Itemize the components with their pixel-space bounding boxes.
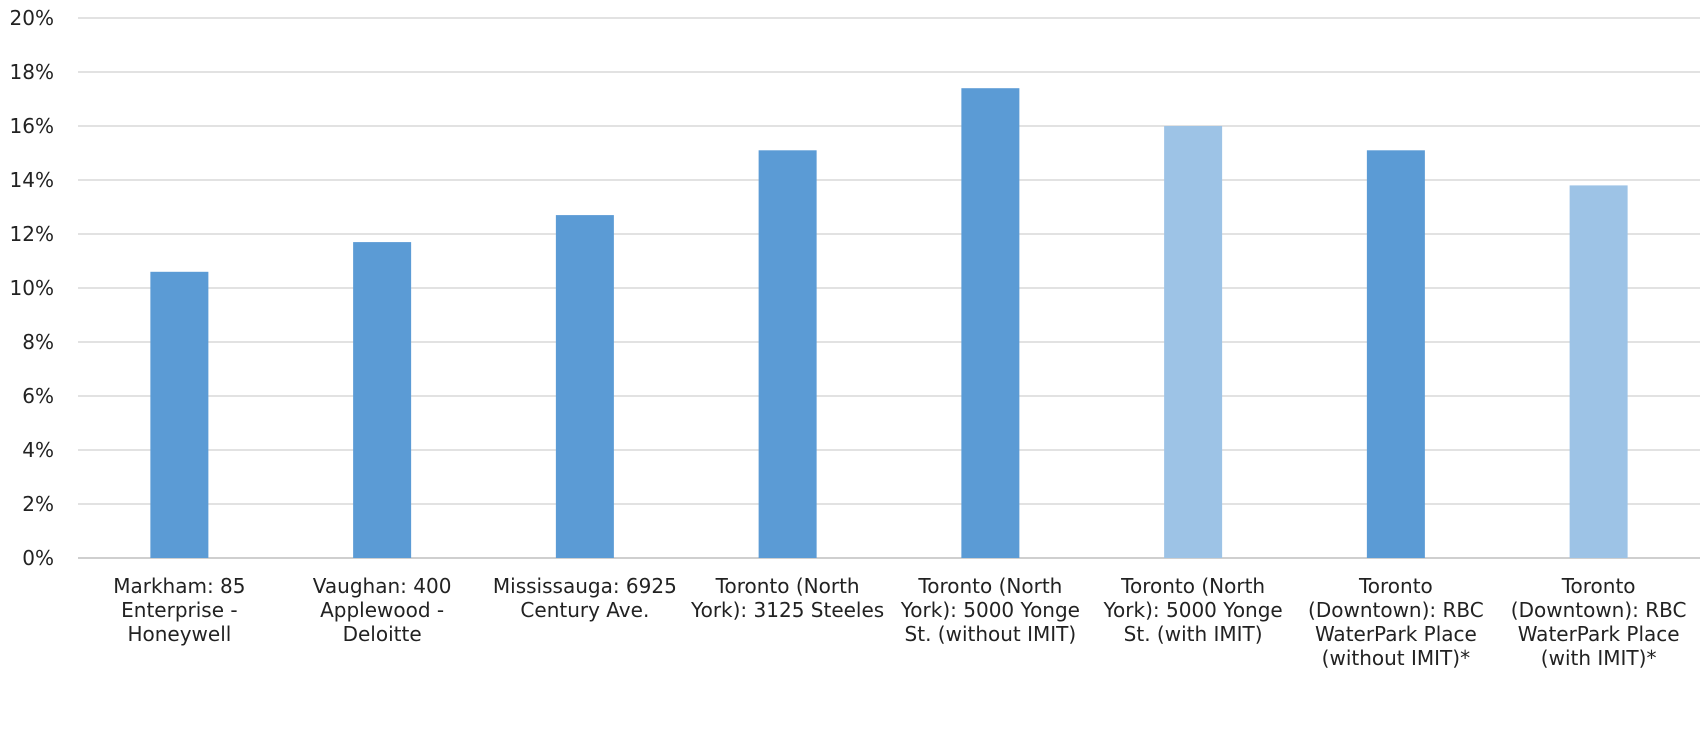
x-category-label-line: Vaughan: 400 (313, 574, 452, 598)
x-category-label-line: Honeywell (127, 622, 231, 646)
x-category-label: Toronto (North York): 5000 Yonge St. (with… (900, 574, 1080, 646)
y-tick-label: 8% (22, 330, 54, 354)
x-category-label-line: WaterPark Place (1315, 622, 1477, 646)
y-tick-label: 20% (10, 6, 54, 30)
x-category-label-line: Toronto (1561, 574, 1636, 598)
x-category-label-line: Toronto (North (715, 574, 860, 598)
x-category-label-line: Toronto (North (917, 574, 1062, 598)
y-tick-label: 16% (10, 114, 54, 138)
y-tick-label: 12% (10, 222, 54, 246)
bar (353, 242, 412, 558)
y-tick-label: 6% (22, 384, 54, 408)
bar (1164, 126, 1223, 558)
y-axis-ticks: 0% 2% 4% 6% 8% 10% 12% 14% 16% 18% 20% (10, 6, 54, 570)
y-tick-label: 10% (10, 276, 54, 300)
grid-layer (78, 17, 1700, 559)
x-category-label-line: Mississauga: 6925 (493, 574, 677, 598)
x-category-label: Vaughan: 400 Applewood -Deloitte (313, 574, 452, 646)
x-category-label: Mississauga: 6925 Century Ave. (493, 574, 677, 622)
bar (1366, 150, 1425, 559)
x-category-label-line: Century Ave. (520, 598, 649, 622)
x-category-label-line: Applewood - (320, 598, 444, 622)
x-category-label-line: (Downtown): RBC (1511, 598, 1687, 622)
x-axis-labels: Markham: 85 Enterprise -Honeywell Vaughan:… (113, 574, 1686, 670)
bar (961, 88, 1020, 558)
x-category-label: Toronto (North York): 3125 Steeles (690, 574, 884, 622)
x-category-label: Toronto (Downtown): RBC WaterPark Place (wi… (1511, 574, 1687, 670)
y-tick-label: 2% (22, 492, 54, 516)
x-category-label-line: (Downtown): RBC (1308, 598, 1484, 622)
bars (150, 88, 1628, 559)
x-category-label-line: (with IMIT)* (1541, 646, 1657, 670)
x-category-label-line: York): 5000 Yonge (1103, 598, 1283, 622)
x-category-label-line: Enterprise - (121, 598, 237, 622)
x-category-label-line: York): 5000 Yonge (900, 598, 1080, 622)
x-category-label: Toronto (North York): 5000 Yonge St. (with… (1103, 574, 1283, 646)
y-tick-label: 18% (10, 60, 54, 84)
x-category-label-line: St. (with IMIT) (1124, 622, 1263, 646)
x-category-label-line: York): 3125 Steeles (690, 598, 884, 622)
bar (555, 215, 614, 558)
x-category-label-line: WaterPark Place (1518, 622, 1680, 646)
x-category-label-line: Markham: 85 (113, 574, 245, 598)
bar (1569, 185, 1628, 558)
y-tick-label: 0% (22, 546, 54, 570)
x-category-label: Markham: 85 Enterprise -Honeywell (113, 574, 245, 646)
x-category-label-line: Deloitte (343, 622, 422, 646)
x-category-label: Toronto (Downtown): RBC WaterPark Place (wi… (1308, 574, 1484, 670)
bar (758, 150, 817, 559)
bar (150, 271, 209, 558)
x-category-label-line: St. (without IMIT) (905, 622, 1077, 646)
y-tick-label: 4% (22, 438, 54, 462)
x-category-label-line: (without IMIT)* (1322, 646, 1470, 670)
x-category-label-line: Toronto (1358, 574, 1433, 598)
y-tick-label: 14% (10, 168, 54, 192)
x-category-label-line: Toronto (North (1120, 574, 1265, 598)
